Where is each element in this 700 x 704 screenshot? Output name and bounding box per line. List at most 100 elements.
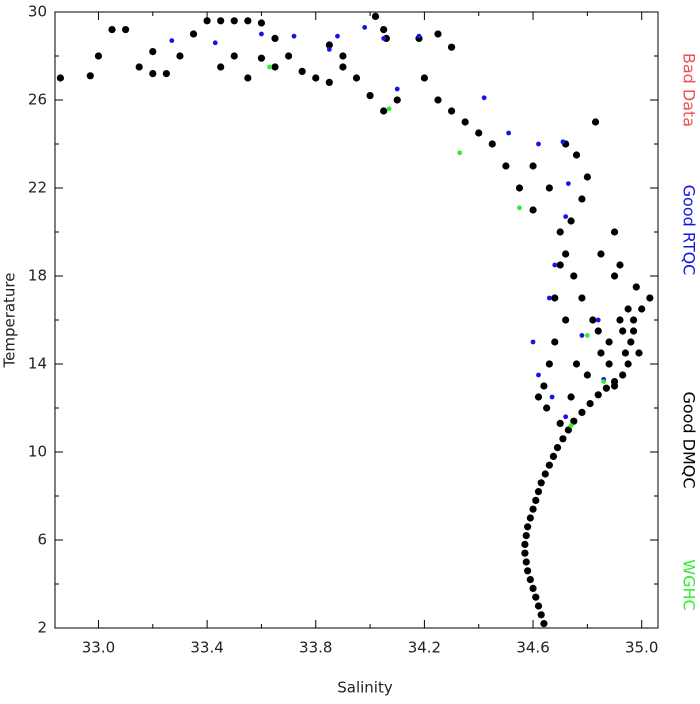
data-point bbox=[284, 52, 293, 60]
data-point bbox=[540, 620, 548, 628]
x-tick-label: 34.6 bbox=[516, 639, 549, 657]
data-point bbox=[447, 107, 456, 115]
data-point bbox=[271, 63, 279, 71]
data-point bbox=[475, 129, 483, 137]
data-point bbox=[583, 371, 591, 379]
data-point bbox=[291, 33, 297, 39]
data-point bbox=[589, 316, 597, 324]
data-point bbox=[578, 195, 586, 203]
data-point bbox=[325, 78, 333, 86]
data-point bbox=[381, 36, 387, 41]
data-point bbox=[549, 452, 558, 460]
data-point bbox=[521, 540, 529, 549]
data-point bbox=[578, 294, 586, 302]
data-point bbox=[393, 96, 401, 104]
data-point bbox=[532, 593, 540, 601]
data-point bbox=[564, 426, 572, 434]
data-point bbox=[386, 106, 392, 112]
data-point bbox=[335, 33, 340, 39]
data-point bbox=[434, 30, 442, 38]
data-point bbox=[536, 141, 541, 147]
data-point bbox=[217, 17, 225, 25]
data-point bbox=[610, 272, 619, 280]
data-point bbox=[605, 360, 613, 368]
data-point bbox=[526, 514, 534, 522]
data-point bbox=[570, 417, 578, 425]
data-point bbox=[578, 408, 586, 416]
data-point bbox=[394, 86, 400, 92]
data-point bbox=[619, 327, 627, 335]
data-point bbox=[534, 488, 543, 496]
data-point bbox=[244, 17, 252, 25]
x-tick-label: 33.8 bbox=[299, 639, 332, 657]
data-point bbox=[517, 205, 522, 211]
data-point bbox=[267, 64, 272, 70]
y-tick-label: 6 bbox=[37, 531, 47, 549]
data-point bbox=[380, 107, 388, 115]
x-tick-label: 33.0 bbox=[82, 639, 115, 657]
data-point bbox=[537, 479, 545, 487]
x-axis-label: Salinity bbox=[337, 679, 393, 697]
data-point bbox=[212, 40, 218, 46]
data-point bbox=[230, 52, 238, 60]
data-point bbox=[481, 95, 487, 101]
data-point bbox=[562, 250, 570, 258]
data-point bbox=[94, 52, 103, 60]
data-point bbox=[563, 214, 569, 220]
data-point bbox=[122, 26, 130, 34]
data-point bbox=[562, 316, 570, 324]
data-point bbox=[420, 74, 429, 82]
data-point bbox=[149, 70, 157, 78]
data-point bbox=[541, 470, 549, 478]
data-point bbox=[534, 393, 543, 401]
data-point bbox=[169, 38, 175, 43]
data-point bbox=[545, 360, 553, 368]
data-point bbox=[556, 261, 564, 269]
data-point bbox=[551, 294, 559, 302]
data-point bbox=[416, 33, 422, 39]
data-point bbox=[230, 17, 238, 25]
data-point bbox=[572, 360, 581, 368]
legend-label: WGHC bbox=[680, 559, 699, 610]
data-point bbox=[546, 295, 552, 301]
data-point bbox=[621, 349, 630, 357]
data-point bbox=[563, 414, 569, 420]
data-point bbox=[595, 317, 601, 323]
data-point bbox=[524, 567, 532, 575]
data-point bbox=[570, 272, 578, 280]
data-point bbox=[549, 394, 555, 400]
data-point bbox=[506, 130, 512, 136]
data-point bbox=[583, 173, 591, 181]
data-point bbox=[629, 327, 638, 335]
data-point bbox=[529, 162, 537, 170]
data-point bbox=[529, 505, 537, 513]
legend-label: Good RTQC bbox=[680, 185, 699, 276]
data-point bbox=[556, 419, 564, 427]
data-point bbox=[529, 584, 537, 593]
data-point bbox=[108, 26, 116, 34]
data-point bbox=[572, 151, 581, 159]
data-point bbox=[217, 63, 225, 71]
data-point bbox=[271, 34, 279, 43]
data-point bbox=[559, 435, 567, 443]
data-point bbox=[627, 338, 635, 346]
data-point bbox=[610, 228, 619, 236]
data-point bbox=[522, 532, 530, 540]
data-point bbox=[579, 333, 585, 338]
data-point bbox=[540, 382, 548, 390]
data-point bbox=[632, 283, 640, 291]
y-tick-label: 30 bbox=[28, 3, 47, 21]
data-point bbox=[551, 338, 559, 346]
data-point bbox=[545, 461, 553, 469]
data-point bbox=[568, 423, 574, 428]
data-point bbox=[515, 184, 524, 192]
data-point bbox=[584, 333, 590, 338]
data-point bbox=[56, 74, 65, 82]
data-point bbox=[616, 316, 624, 324]
data-point bbox=[536, 372, 541, 378]
x-tick-label: 33.4 bbox=[190, 639, 223, 657]
data-point bbox=[601, 379, 607, 384]
data-point bbox=[594, 327, 602, 335]
data-point bbox=[135, 63, 143, 71]
data-point bbox=[629, 316, 638, 324]
